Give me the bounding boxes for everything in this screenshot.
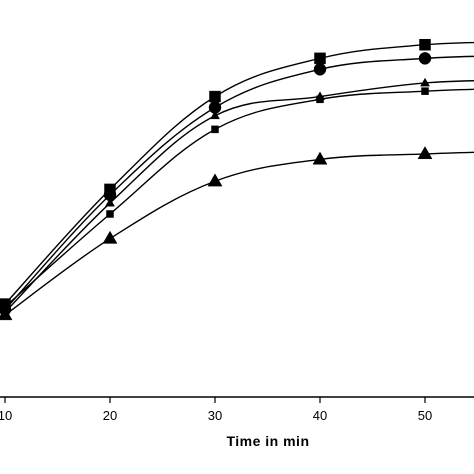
x-tick-label: 10 <box>0 408 12 423</box>
series-line-5 <box>4 151 474 316</box>
data-point-triangle-large <box>312 151 328 165</box>
x-ticks: 10 20 30 40 50 <box>0 397 432 423</box>
x-tick-label: 30 <box>208 408 222 423</box>
x-axis-title: Time in min <box>226 433 309 449</box>
series-layer <box>0 38 474 321</box>
series-3 <box>0 77 474 316</box>
series-line-2 <box>4 55 474 311</box>
data-point-circle <box>313 63 327 76</box>
data-point-triangle-small <box>210 110 220 120</box>
data-point-square-large <box>419 38 431 51</box>
x-tick-label: 20 <box>103 408 117 423</box>
data-point-triangle-large <box>207 173 223 187</box>
data-point-triangle-small <box>105 197 115 207</box>
axes: 10 20 30 40 50 <box>0 396 474 423</box>
data-point-circle <box>418 52 432 65</box>
data-point-triangle-large <box>417 146 433 160</box>
data-point-triangle-large <box>0 307 13 321</box>
data-point-square-small <box>316 95 324 104</box>
data-point-square-small <box>421 87 429 95</box>
data-point-square-large <box>314 52 326 65</box>
x-tick-label: 40 <box>313 408 327 423</box>
x-tick-label: 50 <box>418 408 432 423</box>
data-point-triangle-small <box>420 77 430 87</box>
series-5 <box>0 146 474 321</box>
series-line-3 <box>4 80 474 313</box>
series-4 <box>1 87 474 311</box>
data-point-square-large <box>209 90 221 103</box>
data-point-triangle-large <box>102 230 118 244</box>
series-line-4 <box>4 88 474 308</box>
data-point-square-small <box>106 210 114 218</box>
data-point-square-small <box>211 125 219 134</box>
